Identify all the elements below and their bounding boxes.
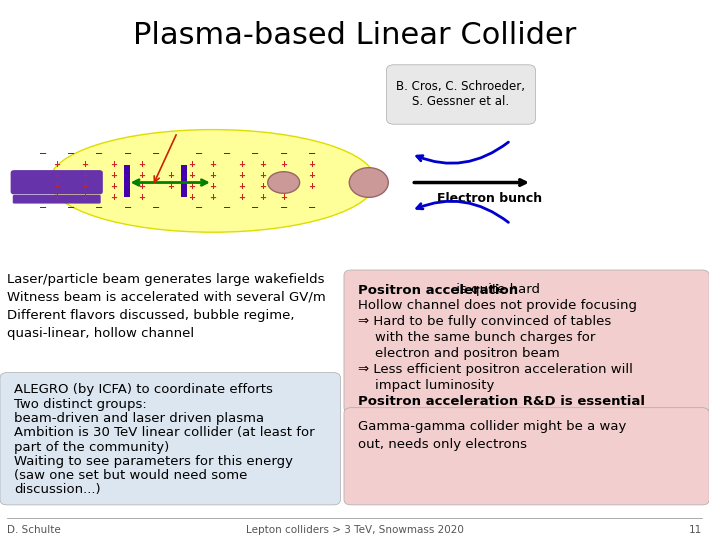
Text: −: −: [95, 203, 104, 213]
Text: Ambition is 30 TeV linear collider (at least for: Ambition is 30 TeV linear collider (at l…: [14, 426, 315, 439]
Text: −: −: [152, 203, 160, 213]
Text: +: +: [188, 171, 195, 180]
Text: −: −: [308, 149, 316, 159]
Text: +: +: [309, 171, 315, 180]
FancyBboxPatch shape: [11, 170, 103, 194]
Text: D. Schulte: D. Schulte: [7, 525, 61, 535]
Text: with the same bunch charges for: with the same bunch charges for: [358, 332, 595, 345]
Text: +: +: [110, 193, 117, 201]
Text: +: +: [259, 193, 266, 201]
Text: ⇒ Less efficient positron acceleration will: ⇒ Less efficient positron acceleration w…: [358, 363, 633, 376]
Text: −: −: [279, 149, 288, 159]
Text: +: +: [259, 171, 266, 180]
Text: +: +: [210, 160, 216, 169]
Text: +: +: [259, 182, 266, 191]
Text: Positron acceleration: Positron acceleration: [358, 284, 518, 296]
Text: −: −: [67, 149, 75, 159]
Text: −: −: [124, 203, 132, 213]
Text: +: +: [53, 160, 60, 169]
Text: +: +: [188, 160, 195, 169]
Text: Two distinct groups:: Two distinct groups:: [14, 397, 147, 411]
Text: +: +: [238, 193, 245, 201]
Ellipse shape: [349, 167, 388, 197]
Text: electron and positron beam: electron and positron beam: [358, 347, 560, 360]
Text: Waiting to see parameters for this energy: Waiting to see parameters for this energ…: [14, 455, 293, 468]
Text: −: −: [308, 203, 316, 213]
Text: Lepton colliders > 3 TeV, Snowmass 2020: Lepton colliders > 3 TeV, Snowmass 2020: [246, 525, 464, 535]
Text: Hollow channel does not provide focusing: Hollow channel does not provide focusing: [358, 300, 637, 313]
Text: ALEGRO (by ICFA) to coordinate efforts: ALEGRO (by ICFA) to coordinate efforts: [14, 383, 273, 396]
Text: +: +: [210, 193, 216, 201]
Text: +: +: [238, 171, 245, 180]
Text: beam-driven and laser driven plasma: beam-driven and laser driven plasma: [14, 412, 264, 425]
Text: Electron bunch: Electron bunch: [437, 192, 542, 205]
Text: −: −: [124, 149, 132, 159]
Text: Gamma-gamma collider might be a way
out, needs only electrons: Gamma-gamma collider might be a way out,…: [358, 420, 626, 450]
Text: +: +: [53, 182, 60, 191]
Text: −: −: [279, 203, 288, 213]
Text: +: +: [167, 171, 174, 180]
Text: −: −: [95, 149, 104, 159]
Text: discussion...): discussion...): [14, 483, 101, 496]
FancyBboxPatch shape: [13, 195, 101, 204]
Text: (saw one set but would need some: (saw one set but would need some: [14, 469, 248, 482]
Text: ⇒ Hard to be fully convinced of tables: ⇒ Hard to be fully convinced of tables: [358, 315, 611, 328]
Text: −: −: [38, 149, 47, 159]
Text: +: +: [280, 160, 287, 169]
Text: −: −: [223, 149, 231, 159]
Text: +: +: [81, 171, 89, 180]
Text: +: +: [280, 171, 287, 180]
Text: −: −: [152, 149, 160, 159]
Text: +: +: [110, 171, 117, 180]
Text: −: −: [223, 203, 231, 213]
Text: −: −: [194, 149, 202, 159]
Text: +: +: [138, 160, 145, 169]
Text: −: −: [251, 149, 259, 159]
Text: Plasma-based Linear Collider: Plasma-based Linear Collider: [133, 21, 576, 50]
Text: Positron acceleration R&D is essential: Positron acceleration R&D is essential: [358, 395, 645, 408]
Text: −: −: [38, 203, 47, 213]
Text: +: +: [280, 193, 287, 201]
Ellipse shape: [50, 130, 376, 232]
FancyBboxPatch shape: [344, 270, 709, 413]
Text: Laser/particle beam generates large wakefields
Witness beam is accelerated with : Laser/particle beam generates large wake…: [7, 273, 326, 340]
FancyBboxPatch shape: [344, 408, 709, 505]
Text: +: +: [138, 182, 145, 191]
Text: +: +: [210, 171, 216, 180]
Ellipse shape: [268, 172, 300, 193]
Text: −: −: [251, 203, 259, 213]
Text: +: +: [238, 182, 245, 191]
Text: +: +: [53, 171, 60, 180]
Text: +: +: [138, 171, 145, 180]
Text: is quite hard: is quite hard: [452, 284, 540, 296]
Text: +: +: [53, 193, 60, 201]
Text: +: +: [238, 160, 245, 169]
Text: +: +: [280, 182, 287, 191]
Text: +: +: [167, 182, 174, 191]
Text: part of the community): part of the community): [14, 441, 169, 454]
Text: +: +: [81, 160, 89, 169]
Text: impact luminosity: impact luminosity: [358, 379, 495, 392]
Text: +: +: [110, 160, 117, 169]
Text: +: +: [188, 182, 195, 191]
Bar: [181, 165, 186, 197]
Text: 11: 11: [689, 525, 702, 535]
FancyBboxPatch shape: [0, 373, 341, 505]
Text: +: +: [138, 193, 145, 201]
Text: +: +: [81, 193, 89, 201]
Text: +: +: [81, 182, 89, 191]
Text: +: +: [210, 182, 216, 191]
Text: +: +: [259, 160, 266, 169]
Text: +: +: [110, 182, 117, 191]
Text: +: +: [309, 182, 315, 191]
Text: B. Cros, C. Schroeder,
S. Gessner et al.: B. Cros, C. Schroeder, S. Gessner et al.: [397, 80, 526, 109]
Text: +: +: [188, 193, 195, 201]
Text: +: +: [309, 160, 315, 169]
FancyBboxPatch shape: [387, 65, 536, 124]
Text: −: −: [194, 203, 202, 213]
Text: −: −: [67, 203, 75, 213]
Bar: [124, 165, 130, 197]
